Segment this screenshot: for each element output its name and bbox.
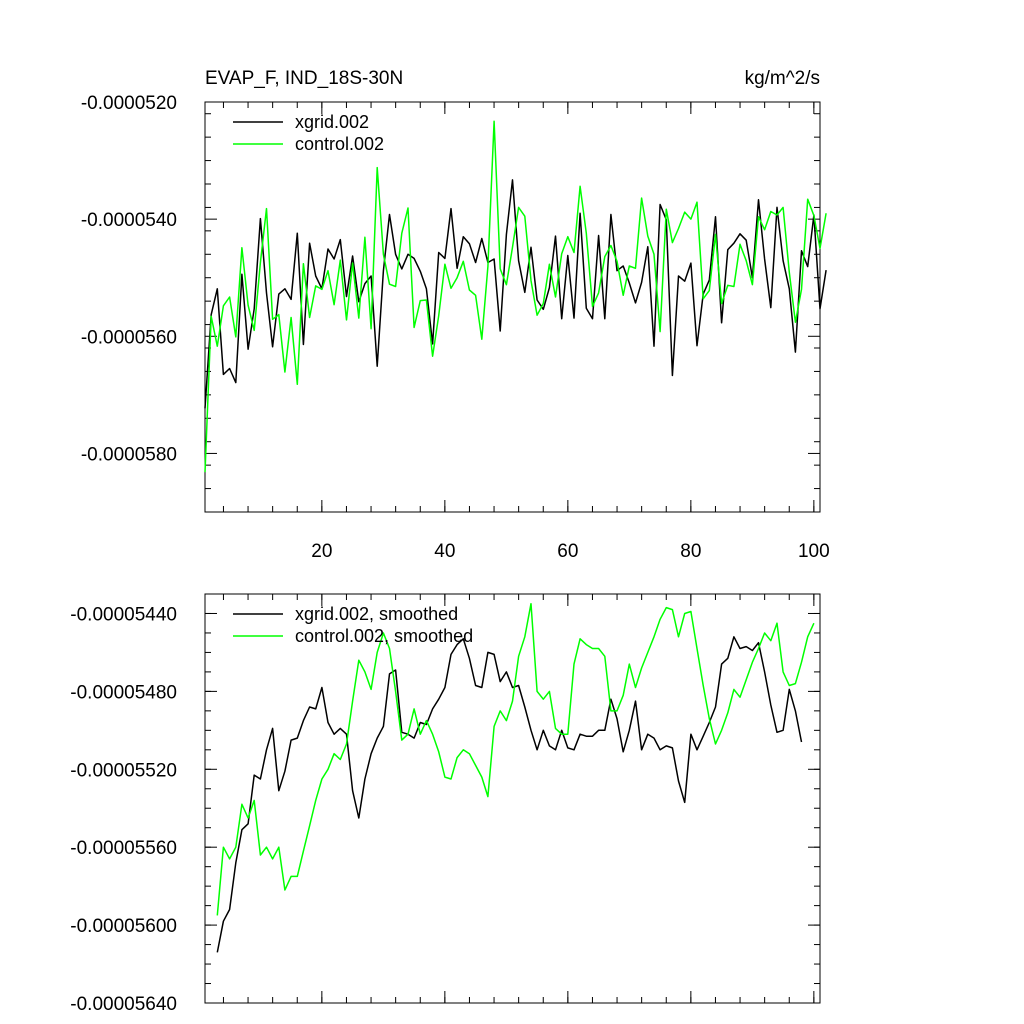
- chart-title: EVAP_F, IND_18S-30N: [205, 68, 403, 89]
- chart-units: kg/m^2/s: [745, 68, 820, 89]
- y-tick-label: -0.0000580: [81, 444, 177, 465]
- legend-label: control.002: [295, 134, 384, 154]
- plot-frame: [204, 101, 821, 513]
- y-tick-label: -0.00005600: [70, 916, 177, 937]
- top-chart: EVAP_F, IND_18S-30N kg/m^2/s -0.0000580 -…: [81, 68, 830, 562]
- y-tick-label: -0.00005520: [70, 760, 177, 781]
- legend-label: xgrid.002: [295, 112, 369, 132]
- y-tick-label: -0.0000560: [81, 327, 177, 348]
- y-tick-label: -0.00005640: [70, 994, 177, 1015]
- x-tick-label: 80: [680, 541, 701, 562]
- legend-label: control.002, smoothed: [295, 626, 473, 646]
- y-tick-label: -0.0000540: [81, 210, 177, 231]
- bottom-chart: -0.00005640 -0.00005600 -0.00005560 -0.0000…: [70, 593, 821, 1015]
- x-tick-label: 100: [798, 541, 830, 562]
- series-line-1: [216, 602, 815, 916]
- y-tick-label: -0.0000520: [81, 93, 177, 114]
- x-tick-label: 40: [434, 541, 455, 562]
- x-tick-label: 60: [557, 541, 578, 562]
- plot-frame: [204, 593, 821, 1004]
- series-line-0: [216, 636, 803, 953]
- y-tick-label: -0.00005480: [70, 682, 177, 703]
- y-tick-label: -0.00005440: [70, 604, 177, 625]
- x-tick-label: 20: [311, 541, 332, 562]
- series-line-1: [204, 120, 827, 473]
- y-tick-label: -0.00005560: [70, 838, 177, 859]
- legend-label: xgrid.002, smoothed: [295, 604, 458, 624]
- series-line-0: [204, 179, 827, 409]
